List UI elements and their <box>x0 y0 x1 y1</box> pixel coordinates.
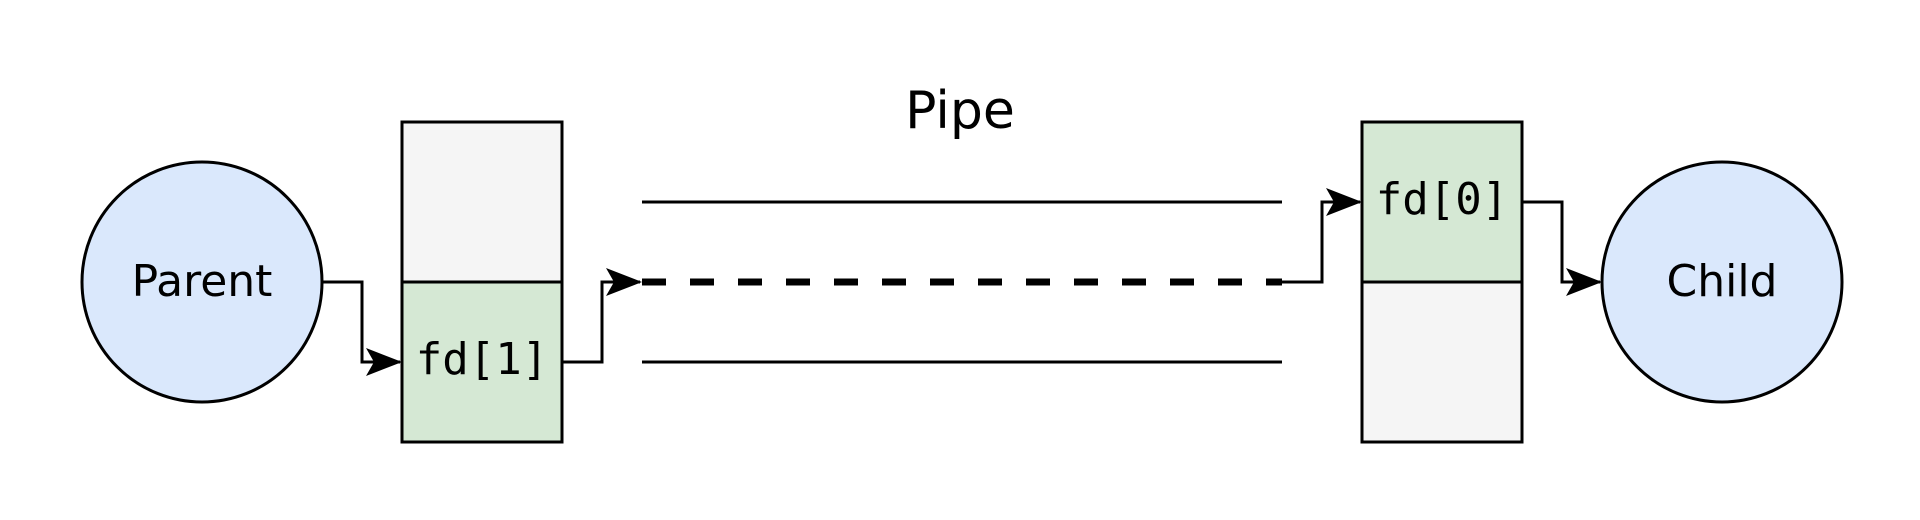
write-stack-empty-cell <box>400 120 564 284</box>
read-fd-to-child-arrow <box>1522 200 1602 296</box>
read-fd-label: fd[0] <box>1376 174 1508 225</box>
child-label: Child <box>1667 256 1778 307</box>
child-circle <box>1600 160 1844 404</box>
write-fd-to-pipe-arrow <box>562 268 642 364</box>
write-fd-cell <box>400 280 564 444</box>
read-stack-empty-cell <box>1360 280 1524 444</box>
write-fd-label: fd[1] <box>416 334 548 385</box>
parent-to-write-fd-arrow <box>322 280 402 376</box>
read-end-stack: fd[0] <box>1360 120 1524 444</box>
pipe-title: Pipe <box>905 81 1015 141</box>
parent-label: Parent <box>132 256 273 307</box>
read-fd-cell <box>1360 120 1524 284</box>
child-process: Child <box>1600 160 1844 404</box>
parent-process: Parent <box>80 160 324 404</box>
write-end-stack: fd[1] <box>400 120 564 444</box>
pipe-to-read-fd-arrow <box>1282 188 1362 284</box>
